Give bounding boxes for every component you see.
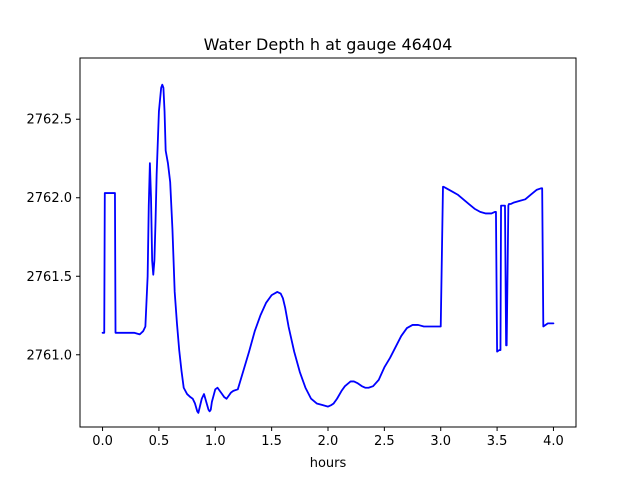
x-tick-label: 3.5 bbox=[487, 434, 508, 449]
y-tick-label: 2762.5 bbox=[27, 113, 73, 128]
x-tick-label: 2.0 bbox=[318, 434, 339, 449]
y-tick-label: 2761.5 bbox=[27, 270, 73, 285]
x-axis-ticks: 0.0 0.5 1.0 1.5 2.0 2.5 3.0 3.5 4.0 bbox=[92, 427, 564, 449]
x-tick-label: 2.5 bbox=[374, 434, 395, 449]
y-axis-ticks: 2761.0 2761.5 2762.0 2762.5 bbox=[27, 113, 80, 363]
series-line-1 bbox=[101, 83, 555, 414]
x-tick-label: 0.5 bbox=[149, 434, 170, 449]
y-tick-label: 2761.0 bbox=[27, 348, 73, 363]
x-tick-label: 1.0 bbox=[205, 434, 226, 449]
series-layer bbox=[101, 83, 555, 414]
x-tick-label: 0.0 bbox=[92, 434, 113, 449]
x-axis-label: hours bbox=[310, 456, 347, 471]
x-tick-label: 3.0 bbox=[430, 434, 451, 449]
chart-title: Water Depth h at gauge 46404 bbox=[204, 35, 453, 54]
y-tick-label: 2762.0 bbox=[27, 191, 73, 206]
x-tick-label: 4.0 bbox=[543, 434, 564, 449]
x-tick-label: 1.5 bbox=[261, 434, 282, 449]
